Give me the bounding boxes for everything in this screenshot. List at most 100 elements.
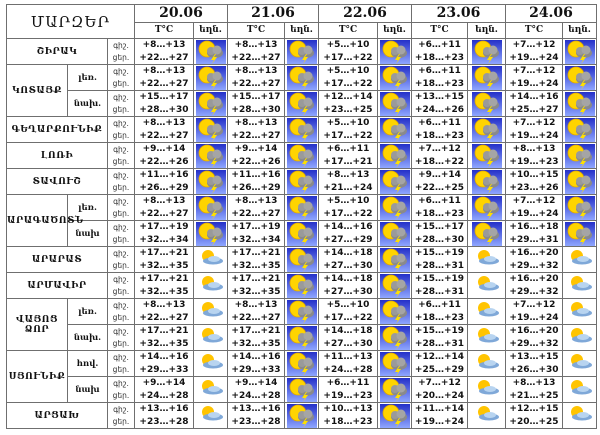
night-temperature: +17…+19 (231, 222, 281, 232)
night-temperature: +17…+19 (139, 222, 189, 232)
table-row: նախ. գիշ. ցեր. +17…+21 +32…+35 +17…+21 +32…+35… (7, 324, 597, 351)
region-name: ԱՐԱՐԱՏ (6, 246, 108, 273)
table-row: ՎԱՅՈՑ ՁՈՐ լեռ. գիշ. ցեր. +8…+13 +22…+27 +8…+13… (6, 298, 597, 351)
temperature-cell: +5…+10 +17…+22 (318, 38, 378, 65)
weather-cell (562, 64, 597, 91)
weather-cell (193, 194, 228, 221)
weather-cell (467, 38, 506, 65)
regions-header: ՄԱՐԶԵՐ (6, 4, 135, 39)
partly-cloudy-icon (468, 326, 505, 346)
day-label: ցեր. (112, 182, 130, 192)
thunderstorm-icon (378, 144, 411, 168)
thunderstorm-icon (378, 118, 411, 142)
temperature-cell: +10…+13 +18…+23 (318, 402, 378, 429)
night-label: գիշ. (113, 274, 129, 284)
day-temperature: +32…+34 (231, 234, 281, 245)
partly-cloudy-icon (563, 404, 596, 424)
weather-cell (284, 116, 319, 143)
weather-cell (467, 116, 506, 143)
day-temperature: +21…+25 (509, 390, 559, 401)
thunderstorm-icon (194, 118, 227, 142)
day-label: ցեր. (112, 312, 130, 322)
day-temperature: +27…+29 (323, 234, 373, 245)
weather-cell (467, 246, 506, 273)
table-row: ԱՐԱՐԱՏ գիշ. ցեր. +17…+21 +32…+35 +17…+21 +32…+… (6, 246, 597, 273)
night-label: գիշ. (113, 118, 129, 128)
weather-cell (467, 90, 506, 117)
night-temperature: +13…+15 (414, 92, 465, 102)
weather-cell (377, 376, 412, 403)
day-temperature: +23…+26 (509, 182, 559, 193)
weather-cell (562, 220, 597, 247)
temperature-cell: +12…+15 +20…+25 (505, 402, 563, 429)
night-temperature: +15…+17 (231, 92, 281, 102)
night-temperature: +8…+13 (142, 40, 186, 50)
weather-cell (377, 272, 412, 299)
thunderstorm-icon (378, 404, 411, 428)
thunderstorm-icon (285, 40, 318, 64)
day-temperature: +20…+25 (509, 416, 559, 427)
night-temperature: +5…+10 (326, 300, 370, 310)
subregion-label: նախ. (67, 90, 108, 117)
temperature-cell: +14…+18 +27…+30 (318, 272, 378, 299)
thunderstorm-icon (194, 222, 227, 246)
weather-cell (284, 194, 319, 221)
thunderstorm-icon (285, 352, 318, 376)
temp-column-header: T°C (134, 21, 194, 39)
table-row: ԳԵՂԱՐՔՈՒՆԻՔ գիշ. ցեր. +8…+13 +22…+27 +8…+13 +2… (6, 116, 597, 143)
region-name: ԱՐՄԱՎԻՐ (6, 272, 108, 299)
day-temperature: +23…+25 (323, 104, 373, 115)
night-label: գիշ. (113, 144, 129, 154)
day-temperature: +28…+31 (414, 286, 465, 297)
table-row: ԱՐՑԱԽ գիշ. ցեր. +13…+16 +23…+28 +13…+16 +23…+2… (6, 402, 597, 429)
night-temperature: +16…+20 (509, 248, 559, 258)
night-temperature: +15…+19 (414, 274, 465, 284)
day-label: ցեր. (112, 208, 130, 218)
weather-cell (467, 194, 506, 221)
temperature-cell: +11…+16 +26…+29 (227, 168, 285, 195)
night-temperature: +17…+21 (139, 326, 189, 336)
day-temperature: +27…+30 (323, 338, 373, 349)
temperature-cell: +6…+11 +18…+23 (411, 64, 468, 91)
thunderstorm-icon (563, 222, 596, 246)
thunderstorm-icon (194, 144, 227, 168)
weather-cell (467, 64, 506, 91)
weather-cell (193, 220, 228, 247)
day-temperature: +20…+24 (414, 390, 465, 401)
day-temperature: +17…+22 (323, 130, 373, 141)
weather-cell (284, 402, 319, 429)
table-row: ԿՈՏԱՅՔ լեռ. գիշ. ցեր. +8…+13 +22…+27 +8…+13 +22… (6, 64, 597, 117)
table-row: ԼՈՌԻ գիշ. ցեր. +9…+14 +22…+26 +9…+14 +22…+26 +6… (6, 142, 597, 169)
day-temperature: +22…+25 (414, 182, 465, 193)
day-temperature: +27…+30 (323, 286, 373, 297)
weather-cell (562, 272, 597, 299)
time-of-day-labels: գիշ. ցեր. (107, 168, 135, 195)
night-temperature: +17…+21 (231, 274, 281, 284)
night-temperature: +8…+13 (234, 66, 278, 76)
temperature-cell: +14…+16 +29…+33 (227, 350, 285, 377)
temperature-cell: +14…+18 +27…+30 (318, 246, 378, 273)
night-temperature: +11…+13 (323, 352, 373, 362)
thunderstorm-icon (285, 404, 318, 428)
weather-cell (467, 376, 506, 403)
day-temperature: +19…+23 (323, 390, 373, 401)
weather-cell (193, 116, 228, 143)
weather-cell (562, 38, 597, 65)
day-label: ցեր. (112, 286, 130, 296)
time-of-day-labels: գիշ. ցեր. (107, 298, 135, 325)
day-temperature: +19…+23 (509, 156, 559, 167)
thunderstorm-icon (378, 66, 411, 90)
date-header: 20.06 (134, 4, 228, 23)
table-row: նախ. գիշ. ցեր. +15…+17 +28…+30 +15…+17 +28…+30… (7, 90, 597, 117)
time-of-day-labels: գիշ. ցեր. (107, 116, 135, 143)
night-temperature: +11…+16 (139, 170, 189, 180)
temperature-cell: +11…+16 +26…+29 (134, 168, 194, 195)
thunderstorm-icon (563, 92, 596, 116)
thunderstorm-icon (378, 352, 411, 376)
day-temperature: +26…+29 (231, 182, 281, 193)
temperature-cell: +8…+13 +22…+27 (134, 38, 194, 65)
thunderstorm-icon (378, 326, 411, 350)
temperature-cell: +9…+14 +24…+28 (134, 376, 194, 403)
temperature-cell: +13…+16 +23…+28 (134, 402, 194, 429)
night-temperature: +17…+21 (139, 274, 189, 284)
